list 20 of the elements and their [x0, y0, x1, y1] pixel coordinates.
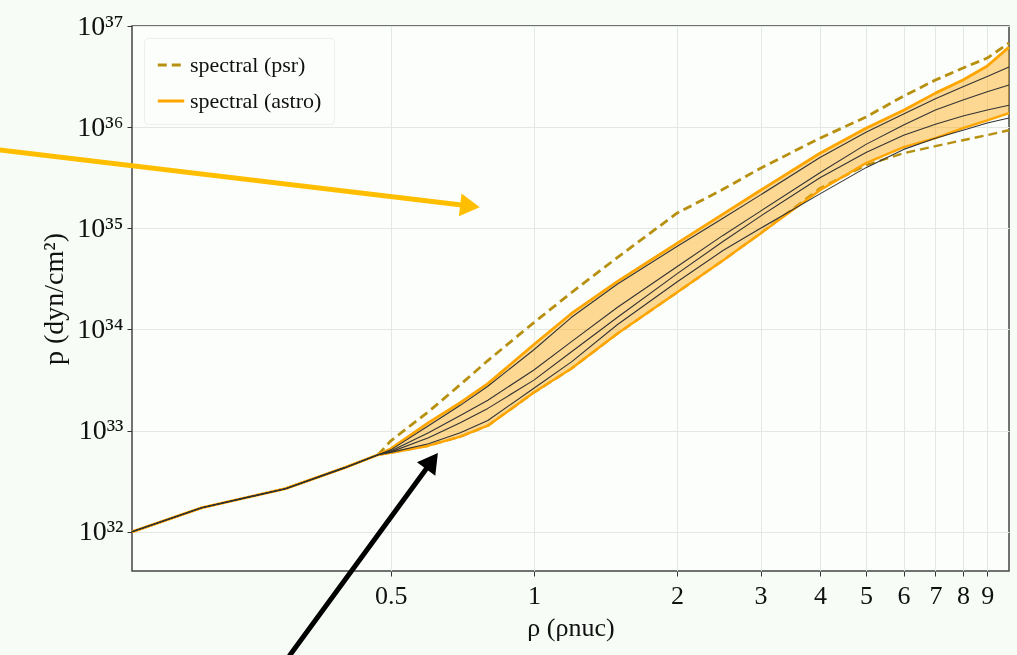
y-tick-label: 10³⁶ [77, 110, 124, 142]
x-tick-label: 1 [527, 580, 541, 610]
y-tick-label: 10³³ [78, 414, 124, 446]
y-tick-label: 10³⁷ [77, 9, 124, 41]
x-tick-label: 5 [859, 580, 873, 610]
x-tick-label: 9 [981, 580, 995, 610]
x-axis-title: ρ (ρnuc) [527, 612, 615, 642]
y-axis-title: p (dyn/cm²) [38, 232, 70, 366]
y-tick-label: 10³⁵ [77, 211, 124, 243]
x-tick-label: 3 [754, 580, 768, 610]
legend-label: spectral (psr) [190, 52, 306, 77]
x-tick-label: 6 [897, 580, 911, 610]
x-tick-label: 0.5 [375, 580, 408, 610]
y-tick-label: 10³⁴ [77, 313, 124, 344]
x-tick-label: 2 [670, 580, 684, 610]
x-tick-label: 7 [929, 580, 943, 610]
x-tick-label: 8 [956, 580, 970, 610]
x-tick-label: 4 [813, 580, 827, 610]
y-tick-label: 10³² [78, 515, 124, 547]
legend-label: spectral (astro) [190, 88, 322, 113]
